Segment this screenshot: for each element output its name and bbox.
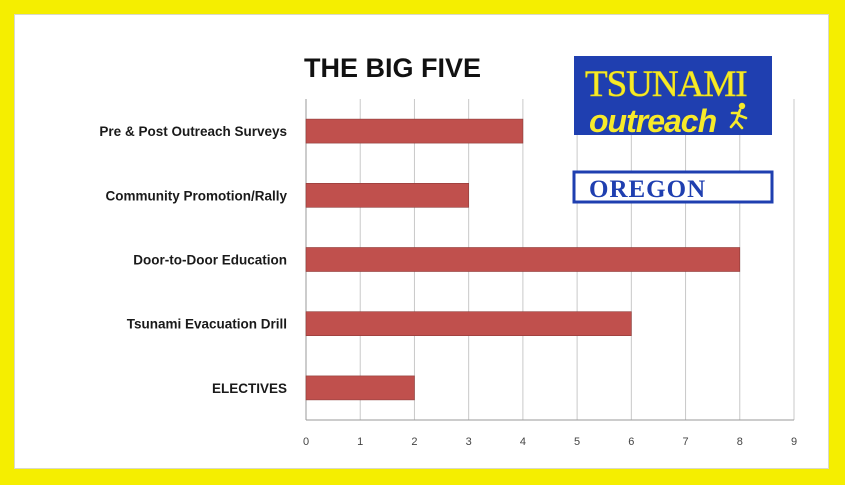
bar-chart: Pre & Post Outreach Surveys Community Pro…	[15, 15, 828, 468]
x-tick-label: 5	[574, 436, 580, 448]
tsunami-outreach-logo: TSUNAMI outreach OREGON	[574, 56, 772, 203]
bar	[306, 183, 469, 207]
category-label: Community Promotion/Rally	[105, 188, 287, 203]
bar	[306, 312, 631, 336]
category-labels: Pre & Post Outreach Surveys Community Pro…	[99, 124, 287, 396]
x-tick-label: 6	[628, 436, 634, 448]
x-tick-label: 9	[791, 436, 797, 448]
bar	[306, 248, 740, 272]
bar	[306, 376, 414, 400]
category-label: Tsunami Evacuation Drill	[127, 317, 287, 332]
category-label: Door-to-Door Education	[133, 253, 287, 268]
x-tick-label: 7	[682, 436, 688, 448]
x-tick-label: 8	[737, 436, 743, 448]
x-tick-label: 0	[303, 436, 309, 448]
bar	[306, 119, 523, 143]
x-tick-label: 1	[357, 436, 363, 448]
logo-line3: OREGON	[589, 176, 706, 203]
x-tick-labels: 0 1 2 3 4 5 6 7 8 9	[303, 436, 797, 448]
x-tick-label: 3	[466, 436, 472, 448]
chart-panel: Pre & Post Outreach Surveys Community Pro…	[14, 14, 829, 469]
chart-title: THE BIG FIVE	[304, 53, 481, 83]
category-label: ELECTIVES	[212, 381, 287, 396]
x-tick-label: 4	[520, 436, 526, 448]
logo-line1: TSUNAMI	[585, 64, 747, 105]
category-label: Pre & Post Outreach Surveys	[99, 124, 287, 139]
x-tick-label: 2	[411, 436, 417, 448]
logo-line2: outreach	[589, 103, 717, 139]
